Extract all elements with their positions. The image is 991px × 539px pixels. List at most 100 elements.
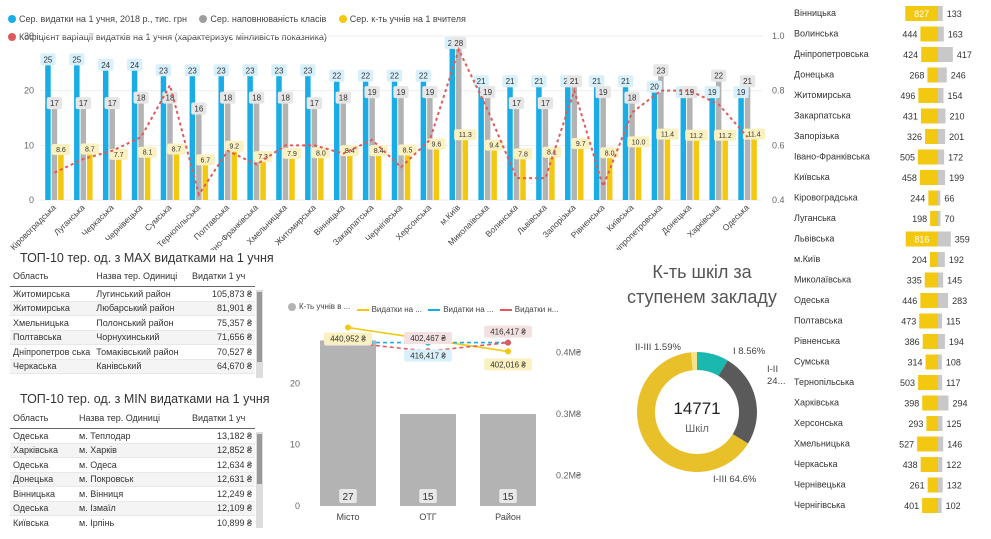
label-teacher-ratio: 11.3 [459, 132, 472, 139]
label-a: 198 [912, 214, 927, 224]
table-row[interactable]: Одеська м. Теплодар 13,182 ₴ [10, 428, 255, 444]
legend-line-icon [428, 308, 441, 311]
top-chart-legend: Сер. видатки на 1 учня, 2018 р., тис. гр… [8, 10, 778, 42]
col-spend[interactable]: Видатки 1 уч [189, 266, 255, 287]
label-a: 398 [904, 399, 919, 409]
table-row[interactable]: Одеська м. Одеса 12,634 ₴ [10, 457, 255, 473]
bar-b [938, 477, 943, 493]
label-class-size: 18 [339, 94, 348, 103]
label-teacher-ratio: 8.4 [374, 148, 384, 155]
label-a: 503 [900, 378, 915, 388]
label-spend: 25 [43, 55, 52, 64]
legend-students[interactable]: К-ть учнів в ... [288, 302, 350, 311]
label-teacher-ratio: 11.2 [719, 133, 732, 140]
col-unit[interactable]: Назва тер. Одиниці [93, 266, 189, 287]
label-teacher-ratio: 7.7 [114, 152, 124, 159]
table-row[interactable]: Хмельницька Полонський район 75,357 ₴ [10, 315, 255, 331]
region-name: Волинська [794, 29, 838, 39]
label-b: 246 [951, 71, 966, 81]
label-teacher-ratio-bg [571, 137, 590, 149]
label-class-size-bg [537, 97, 554, 110]
col-unit[interactable]: Назва тер. Одиниці [76, 408, 189, 429]
max-table[interactable]: Область Назва тер. Одиниці Видатки 1 уч … [10, 266, 263, 380]
bar-b [938, 498, 942, 513]
min-table-scrollbar[interactable] [256, 432, 263, 528]
region-name: Луганська [794, 213, 836, 223]
table-row[interactable]: Донецька м. Покровськ 12,631 ₴ [10, 472, 255, 487]
bar-class-size [687, 96, 693, 200]
legend-teacher-ratio[interactable]: Сер. к-ть учнів на 1 вчителя [338, 14, 466, 24]
label-teacher-ratio-bg [167, 143, 186, 155]
label-teacher-ratio: 8.4 [345, 148, 355, 155]
max-table-scrollbar[interactable] [256, 290, 263, 378]
label-teacher-ratio-bg [513, 148, 533, 160]
legend-class-size[interactable]: Сер. наповнюваність класів [199, 14, 326, 24]
label-teacher-ratio: 9.2 [229, 144, 239, 151]
label-class-size: 18 [137, 94, 146, 103]
cell-unit: Полонський район [93, 315, 189, 331]
label-spend: 23 [188, 66, 197, 75]
label-a: 314 [908, 358, 923, 368]
x-tick-label: Район [495, 512, 521, 522]
top-combo-chart[interactable]: 0 10 20 30 0.4 0.6 0.8 1.0 25 17 8.6 Кіровоградська… [0, 24, 790, 250]
col-region[interactable]: Область [10, 266, 94, 287]
table-row[interactable]: Одеська м. Ізмаїл 12,109 ₴ [10, 501, 255, 516]
label-class-size-bg [451, 36, 467, 49]
label-class-size: 17 [512, 99, 521, 108]
legend-variation[interactable]: Кофіцієнт варіації видатків на 1 учня (х… [8, 32, 327, 42]
table-row[interactable]: Черкаська Канівський 64,670 ₴ [10, 359, 255, 374]
min-table[interactable]: Область Назва тер. Одиниці Видатки 1 уч … [10, 408, 263, 530]
label-class-size: 18 [166, 94, 175, 103]
label-a: 827 [914, 9, 929, 19]
bar-spend [593, 85, 600, 200]
label-teacher-ratio: 7.3 [258, 154, 268, 161]
bar-a [922, 395, 938, 411]
cell-spend: 70,527 ₴ [189, 344, 255, 360]
label-spend: 20 [650, 83, 659, 92]
table-row[interactable]: Житомирська Любарський район 81,901 ₴ [10, 301, 255, 316]
mid-combo-chart[interactable]: 0 10 20 0.2M₴ 0.3M₴ 0.4M₴ 27 Місто 15 ОТГ 15 Район 4… [278, 316, 618, 526]
label-teacher-ratio-bg [656, 128, 679, 140]
col-spend[interactable]: Видатки 1 уч [189, 408, 255, 429]
bar-teacher-ratio [404, 153, 411, 200]
min-table-title: ТОП-10 тер. од. з MIN видатками на 1 учн… [20, 392, 270, 406]
table-row[interactable]: Дніпропетров ська Томаківський район 70,52… [10, 344, 255, 360]
table-row[interactable]: Харківська м. Харків 12,852 ₴ [10, 443, 255, 458]
line-variation [54, 46, 749, 197]
label-a: 505 [900, 153, 915, 163]
table-row[interactable]: Київська м. Ірпінь 10,899 ₴ [10, 515, 255, 530]
table-row[interactable]: Полтавська Чорнухинський 71,656 ₴ [10, 330, 255, 345]
cell-spend: 81,901 ₴ [189, 301, 255, 316]
bar-spend [507, 85, 513, 200]
legend-line-icon [356, 308, 369, 311]
bar-a [917, 436, 938, 452]
label-spend: 21 [592, 77, 601, 86]
label-a: 473 [901, 317, 916, 327]
label-spend-bg [502, 75, 518, 88]
col-region[interactable]: Область [10, 408, 76, 429]
label-teacher-ratio-bg [196, 154, 215, 166]
label-b: 145 [947, 276, 962, 286]
donut-slice [637, 352, 749, 472]
bar-spend [160, 74, 167, 200]
bar-teacher-ratio [144, 155, 151, 200]
bar-spend [622, 85, 629, 200]
table-row[interactable]: Вінницька м. Вінниця 12,249 ₴ [10, 486, 255, 502]
legend-spend[interactable]: Сер. видатки на 1 учня, 2018 р., тис. гр… [8, 14, 187, 24]
bar-b [938, 293, 949, 308]
label-spend-bg [242, 64, 258, 77]
label-class-size: 17 [108, 99, 117, 108]
legend-spend-yellow[interactable]: Видатки на ... [356, 305, 422, 314]
bar-teacher-ratio [346, 154, 353, 200]
value-label-bg [484, 358, 532, 371]
label-b: 163 [948, 30, 963, 40]
table-row[interactable]: Житомирська Лугинський район 105,873 ₴ [10, 286, 255, 302]
region-bar-chart[interactable]: Вінницька 827 133 Волинська 444 163 Дніпропетр… [790, 0, 990, 520]
legend-spend-blue[interactable]: Видатки на ... [428, 305, 494, 314]
label-class-size-bg [393, 86, 409, 99]
cell-region: Житомирська [10, 286, 94, 302]
legend-spend-red[interactable]: Видатки н... [499, 305, 558, 314]
cell-region: Одеська [10, 457, 76, 473]
donut-slice [691, 352, 697, 371]
